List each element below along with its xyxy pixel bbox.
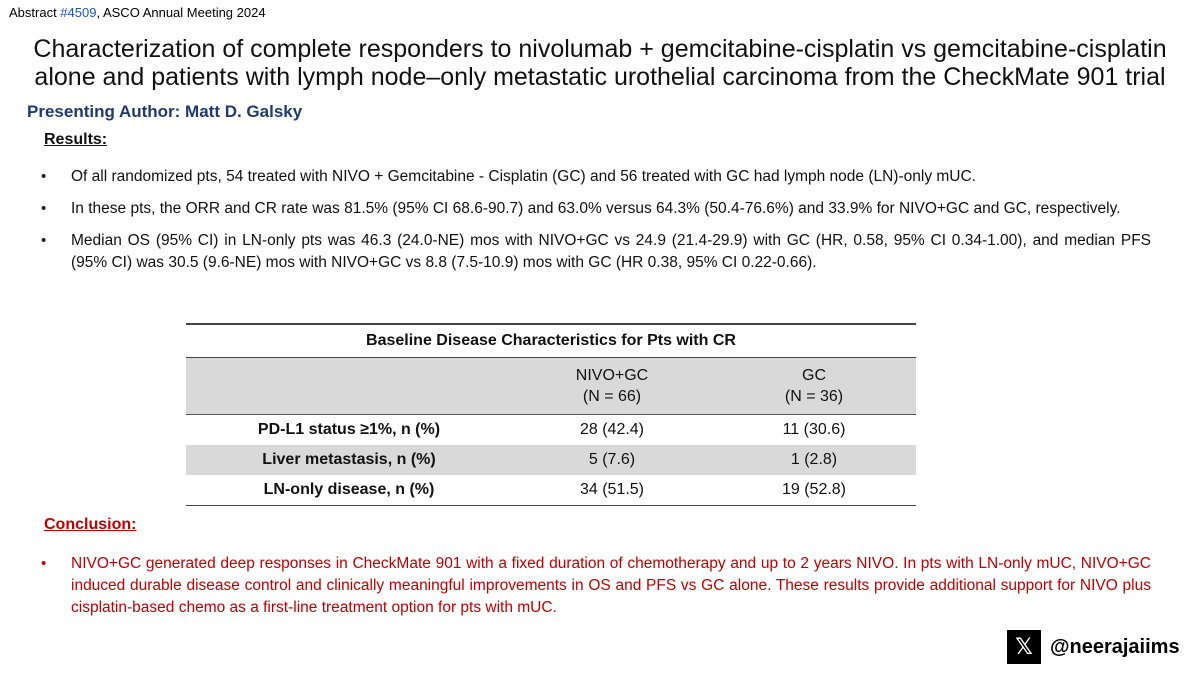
row-label: LN-only disease, n (%) [186,475,512,506]
cell-nivo-gc: 5 (7.6) [512,445,712,475]
bullet-icon: • [41,200,47,217]
title-line-2: alone and patients with lymph node–only … [34,63,1166,91]
conclusion-bullet-1: NIVO+GC generated deep responses in Chec… [71,555,1151,616]
table-caption: Baseline Disease Characteristics for Pts… [186,323,916,358]
abstract-suffix: , ASCO Annual Meeting 2024 [96,5,266,20]
conclusion-heading: Conclusion: [44,516,137,533]
abstract-reference: Abstract #4509, ASCO Annual Meeting 2024 [9,5,266,20]
baseline-characteristics-table: Baseline Disease Characteristics for Pts… [186,323,916,506]
table-row: LN-only disease, n (%) 34 (51.5) 19 (52.… [186,475,916,506]
cell-gc: 19 (52.8) [712,475,916,506]
header-gc-name: GC [802,367,826,384]
header-nivo-gc-name: NIVO+GC [575,367,649,384]
list-item: • Of all randomized pts, 54 treated with … [41,166,1151,188]
x-logo-icon: 𝕏 [1007,630,1041,664]
social-handle-badge[interactable]: 𝕏 @neerajaiims [1007,630,1180,664]
abstract-number-link[interactable]: #4509 [60,5,97,20]
cell-nivo-gc: 34 (51.5) [512,475,712,506]
list-item: • Median OS (95% CI) in LN-only pts was 4… [41,230,1151,274]
row-label: PD-L1 status ≥1%, n (%) [257,421,441,438]
cell-gc: 11 (30.6) [782,421,846,438]
cell-nivo-gc: 28 (42.4) [579,421,645,438]
presenting-author: Presenting Author: Matt D. Galsky [27,102,303,121]
list-item: • In these pts, the ORR and CR rate was 8… [41,198,1151,220]
header-nivo-gc: NIVO+GC (N = 66) [512,357,712,415]
results-heading: Results: [44,131,108,148]
results-bullet-1: Of all randomized pts, 54 treated with N… [71,168,976,185]
results-list: • Of all randomized pts, 54 treated with … [41,166,1151,284]
social-handle[interactable]: @neerajaiims [1050,635,1180,658]
bullet-icon: • [41,232,47,249]
header-gc: GC (N = 36) [712,357,916,415]
table-caption-row: Baseline Disease Characteristics for Pts… [186,323,916,358]
cell-gc: 1 (2.8) [712,445,916,475]
row-label: Liver metastasis, n (%) [186,445,512,475]
header-empty-cell [186,357,512,415]
abstract-prefix: Abstract [9,5,61,20]
table-row: PD-L1 status ≥1%, n (%) 28 (42.4) 11 (30… [186,415,916,446]
table-row: Liver metastasis, n (%) 5 (7.6) 1 (2.8) [186,445,916,475]
table-header-row: NIVO+GC (N = 66) GC (N = 36) [186,357,916,415]
header-gc-n: (N = 36) [784,388,844,405]
list-item: • NIVO+GC generated deep responses in Che… [41,553,1151,619]
results-bullet-2: In these pts, the ORR and CR rate was 81… [71,200,1121,217]
conclusion-list: • NIVO+GC generated deep responses in Che… [41,553,1151,619]
bullet-icon: • [41,555,47,572]
title-line-1: Characterization of complete responders … [33,35,1167,63]
results-bullet-3: Median OS (95% CI) in LN-only pts was 46… [71,232,1151,271]
page-title: Characterization of complete responders … [10,35,1190,91]
header-nivo-gc-n: (N = 66) [582,388,642,405]
bullet-icon: • [41,168,47,185]
